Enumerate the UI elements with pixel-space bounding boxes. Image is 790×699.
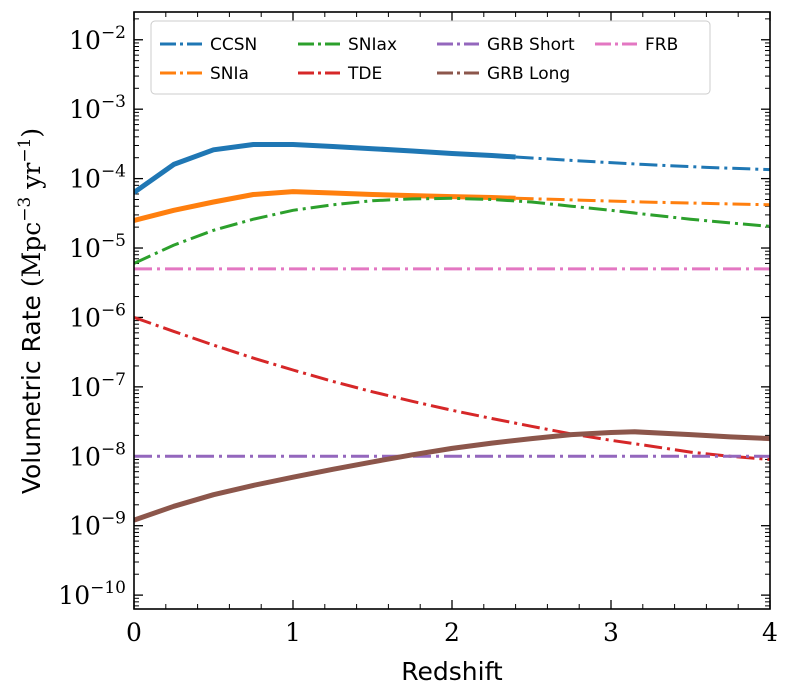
y-tick-base: 10 bbox=[69, 165, 101, 194]
y-tick-base: 10 bbox=[69, 442, 101, 471]
series-line-grb-long bbox=[134, 429, 770, 523]
tick-labels: 0 1 2 3 410−1010−910−810−710−610−510−410−310… bbox=[58, 23, 778, 647]
y-tick-exponent: −5 bbox=[101, 231, 126, 251]
x-tick-label: 4 bbox=[762, 618, 778, 647]
legend-label-tde: TDE bbox=[347, 64, 382, 84]
y-axis-title-mid: yr bbox=[17, 163, 46, 197]
series-line-snia bbox=[134, 189, 516, 223]
plot-frame bbox=[133, 11, 771, 610]
x-tick-label: 0 bbox=[126, 618, 142, 647]
y-tick-base: 10 bbox=[69, 234, 101, 263]
y-axis-title-exp2: −1 bbox=[15, 138, 35, 163]
legend-label-grb-long: GRB Long bbox=[487, 64, 570, 84]
y-axis-title-close: ) bbox=[17, 128, 46, 138]
y-tick-label: 10−3 bbox=[69, 92, 126, 124]
y-tick-label: 10−4 bbox=[69, 162, 126, 194]
x-tick-label: 2 bbox=[444, 618, 460, 647]
y-tick-exponent: −6 bbox=[101, 300, 126, 320]
y-tick-exponent: −8 bbox=[101, 439, 126, 459]
y-tick-exponent: −10 bbox=[90, 578, 126, 598]
y-axis-title-main: Volumetric Rate bbox=[17, 295, 46, 494]
y-tick-label: 10−2 bbox=[69, 23, 126, 55]
y-axis-title-exp1: −3 bbox=[15, 197, 35, 222]
y-tick-label: 10−6 bbox=[69, 300, 126, 332]
series-line-sniax-projected bbox=[134, 196, 770, 265]
y-tick-base: 10 bbox=[69, 303, 101, 332]
y-tick-base: 10 bbox=[58, 581, 90, 610]
x-axis-title: Redshift bbox=[401, 657, 503, 686]
y-tick-base: 10 bbox=[69, 373, 101, 402]
series-line-snia-projected bbox=[515, 196, 770, 207]
legend-label-snia: SNIa bbox=[210, 64, 249, 84]
legend-label-frb: FRB bbox=[645, 35, 678, 55]
y-tick-exponent: −7 bbox=[101, 370, 126, 390]
legend-label-ccsn: CCSN bbox=[210, 35, 257, 55]
y-tick-base: 10 bbox=[69, 95, 101, 124]
y-axis-title-units: (Mpc bbox=[17, 222, 46, 287]
legend-label-grb-short: GRB Short bbox=[487, 35, 575, 55]
y-tick-label: 10−10 bbox=[58, 578, 126, 610]
y-tick-exponent: −2 bbox=[101, 23, 126, 43]
y-axis-title: Volumetric Rate (Mpc−3 yr−1) bbox=[15, 128, 46, 494]
series-line-ccsn bbox=[134, 142, 516, 195]
y-tick-exponent: −9 bbox=[101, 509, 126, 529]
series-layer bbox=[134, 142, 770, 523]
x-tick-label: 3 bbox=[603, 618, 619, 647]
legend: CCSN SNIa SNIax TDE GRB Short GRB Long FRB bbox=[150, 20, 711, 95]
legend-box bbox=[150, 20, 711, 95]
y-tick-exponent: −4 bbox=[101, 162, 126, 182]
y-tick-label: 10−5 bbox=[69, 231, 126, 263]
y-tick-label: 10−8 bbox=[69, 439, 126, 471]
x-tick-label: 1 bbox=[285, 618, 301, 647]
y-tick-exponent: −3 bbox=[101, 92, 126, 112]
series-line-ccsn-projected bbox=[515, 155, 770, 172]
y-tick-base: 10 bbox=[69, 512, 101, 541]
legend-label-sniax: SNIax bbox=[348, 35, 397, 55]
y-tick-base: 10 bbox=[69, 26, 101, 55]
y-tick-label: 10−7 bbox=[69, 370, 126, 402]
y-tick-label: 10−9 bbox=[69, 509, 126, 541]
